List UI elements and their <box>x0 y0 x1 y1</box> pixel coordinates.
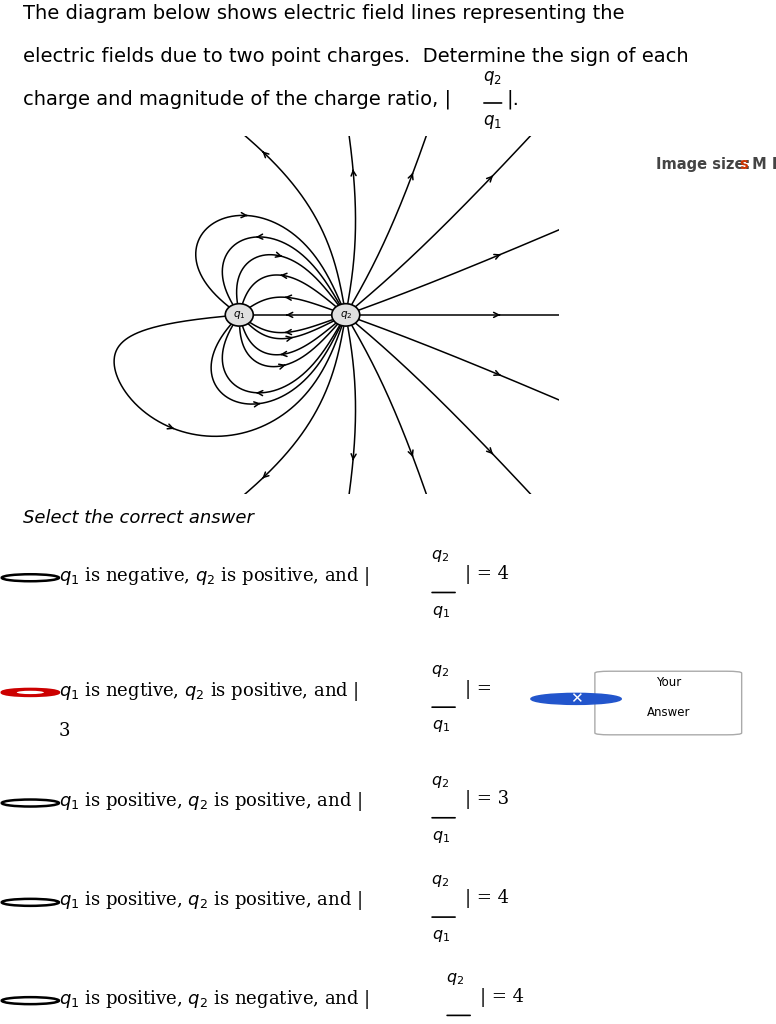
Text: 3: 3 <box>59 722 71 740</box>
Text: $q_1$: $q_1$ <box>431 717 449 734</box>
Text: M L Max: M L Max <box>747 157 776 172</box>
Text: $q_1$: $q_1$ <box>233 309 245 321</box>
Ellipse shape <box>225 304 253 326</box>
Circle shape <box>17 691 44 694</box>
Circle shape <box>531 693 622 705</box>
Text: $q_2$: $q_2$ <box>431 772 449 790</box>
Text: | =: | = <box>466 680 492 698</box>
Text: $q_1$ is positive, $q_2$ is positive, and |: $q_1$ is positive, $q_2$ is positive, an… <box>59 890 362 912</box>
Ellipse shape <box>332 304 360 326</box>
Text: $q_2$: $q_2$ <box>431 663 449 679</box>
Text: |.: |. <box>507 90 520 110</box>
Text: charge and magnitude of the charge ratio, |: charge and magnitude of the charge ratio… <box>23 90 452 110</box>
Text: | = 3: | = 3 <box>466 791 510 809</box>
Text: $q_2$: $q_2$ <box>431 547 449 564</box>
Text: $q_1$: $q_1$ <box>431 827 449 845</box>
Text: $q_2$: $q_2$ <box>340 309 352 321</box>
Text: Select the correct answer: Select the correct answer <box>23 509 255 527</box>
Text: $q_1$ is negtive, $q_2$ is positive, and |: $q_1$ is negtive, $q_2$ is positive, and… <box>59 680 359 702</box>
Text: s: s <box>740 157 748 172</box>
Text: $q_2$: $q_2$ <box>483 70 501 87</box>
Text: $q_1$: $q_1$ <box>431 602 449 620</box>
FancyBboxPatch shape <box>595 672 742 735</box>
Text: Your: Your <box>656 676 681 689</box>
Text: $q_1$ is positive, $q_2$ is negative, and |: $q_1$ is positive, $q_2$ is negative, an… <box>59 988 369 1011</box>
Text: $q_1$: $q_1$ <box>483 114 501 131</box>
Text: $q_2$: $q_2$ <box>446 971 464 987</box>
Circle shape <box>2 689 59 696</box>
Text: electric fields due to two point charges.  Determine the sign of each: electric fields due to two point charges… <box>23 47 689 66</box>
Text: $q_1$ is negative, $q_2$ is positive, and |: $q_1$ is negative, $q_2$ is positive, an… <box>59 565 369 588</box>
Text: | = 4: | = 4 <box>480 988 525 1007</box>
Text: $q_1$ is positive, $q_2$ is positive, and |: $q_1$ is positive, $q_2$ is positive, an… <box>59 791 362 813</box>
Text: $q_2$: $q_2$ <box>431 872 449 889</box>
Text: Image size:: Image size: <box>656 157 756 172</box>
Text: | = 4: | = 4 <box>466 890 509 908</box>
Text: $q_1$: $q_1$ <box>431 928 449 944</box>
Text: Answer: Answer <box>647 707 691 719</box>
Text: ✕: ✕ <box>570 691 583 707</box>
Text: | = 4: | = 4 <box>466 565 509 584</box>
Text: The diagram below shows electric field lines representing the: The diagram below shows electric field l… <box>23 4 625 24</box>
